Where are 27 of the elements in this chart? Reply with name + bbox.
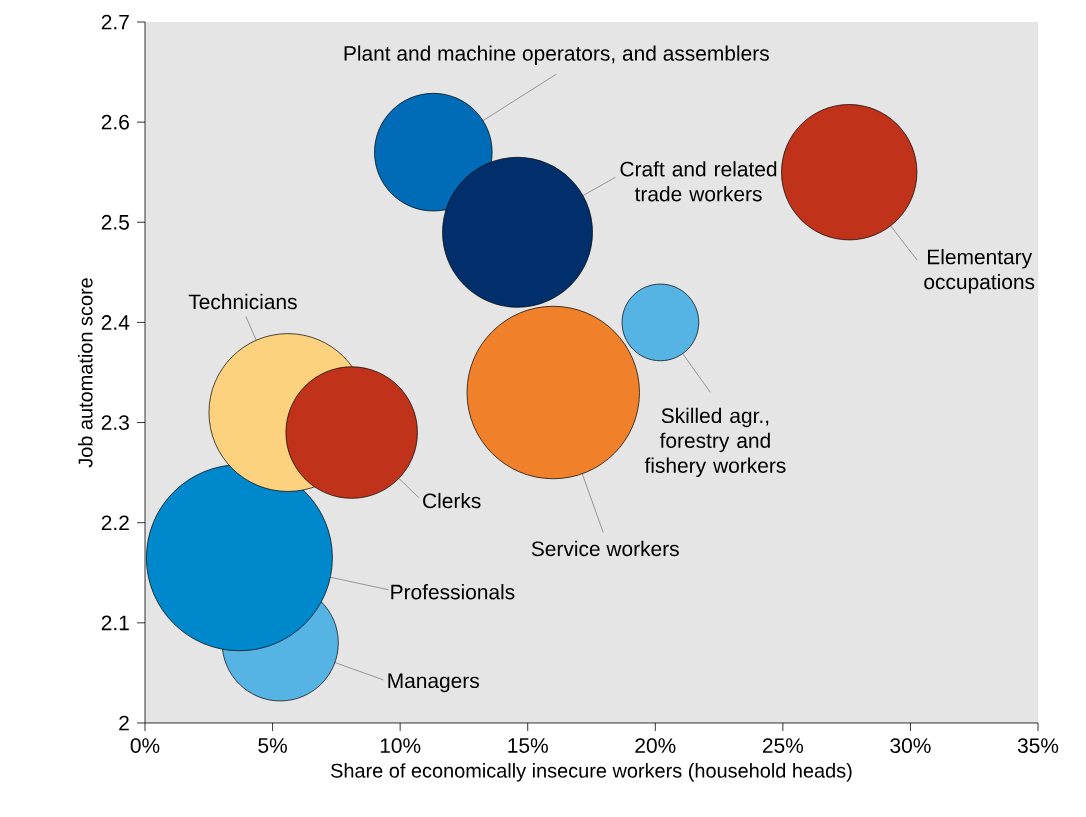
y-tick-label: 2.4 (101, 315, 130, 330)
text: Plant and machine operators, and assemblers (344, 45, 769, 65)
x-tick-label: 25% (762, 738, 804, 753)
series-label: Craft and related trade workers (620, 161, 777, 202)
y-tick-label: 2.1 (101, 615, 129, 631)
x-tick-label: 0% (130, 738, 160, 753)
text: Service workers (531, 540, 679, 557)
x-axis-title: Share of economically insecure workers (household heads) (331, 763, 852, 782)
y-tick-label: 2.3 (101, 415, 129, 430)
series-label: Technicians (188, 293, 297, 310)
x-tick-label: 20% (635, 738, 676, 753)
x-tick-label: 10% (380, 738, 421, 753)
y-tick-label: 2.5 (101, 214, 129, 230)
x-tick-label: 35% (1017, 738, 1059, 753)
text: Elementary occupations (924, 249, 1035, 294)
text: Managers (388, 673, 479, 693)
y-tick-label: 2.6 (101, 114, 129, 130)
y-tick-label: 2.7 (101, 14, 129, 30)
y-tick-label: 2 (119, 715, 129, 731)
x-tick-label: 5% (258, 738, 287, 753)
x-tick-label: 30% (890, 738, 931, 753)
y-axis-title: Job automation score (77, 278, 93, 468)
text: Clerks (423, 492, 481, 509)
text: Professionals (391, 584, 515, 600)
x-tick-label: 15% (508, 738, 548, 753)
legend-label: Skilled agr., forestry and fishery workers (644, 407, 786, 478)
y-tick-label: 2.2 (101, 515, 129, 530)
